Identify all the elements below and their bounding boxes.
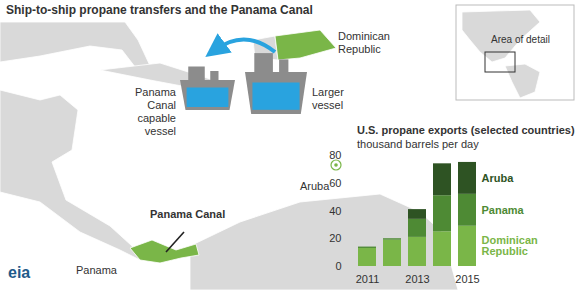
html-text:Panama Canal: Panama Canal: [150, 208, 226, 220]
svg-text:Aruba: Aruba: [482, 172, 515, 184]
html-text:Ship-to-ship propane transfers: Ship-to-ship propane transfers and the P…: [6, 3, 313, 17]
svg-text:80: 80: [329, 149, 341, 161]
html-text:U.S. propane exports (selected: U.S. propane exports (selected countries…: [357, 124, 575, 136]
html-text:thousand barrels per day: thousand barrels per day: [357, 138, 479, 150]
html-text:Larger vessel: Larger vessel: [312, 86, 344, 111]
html-text:Panama Canal capable vessel: Panama Canal capable vessel: [135, 86, 176, 137]
svg-text:2015: 2015: [455, 273, 479, 285]
svg-text:Panama: Panama: [482, 204, 525, 216]
svg-text:60: 60: [329, 177, 341, 189]
html-text:eia: eia: [8, 264, 31, 281]
svg-text:40: 40: [329, 205, 341, 217]
svg-text:0: 0: [335, 260, 341, 272]
svg-text:2011: 2011: [356, 273, 380, 285]
html-text:Dominican Republic: Dominican Republic: [338, 30, 390, 55]
svg-text:2013: 2013: [405, 273, 429, 285]
svg-text:20: 20: [329, 232, 341, 244]
html-text:Panama: Panama: [76, 264, 117, 276]
svg-text:DominicanRepublic: DominicanRepublic: [482, 234, 539, 257]
html-text:Area of detail: Area of detail: [491, 34, 550, 45]
html-text:Aruba: Aruba: [300, 180, 330, 192]
